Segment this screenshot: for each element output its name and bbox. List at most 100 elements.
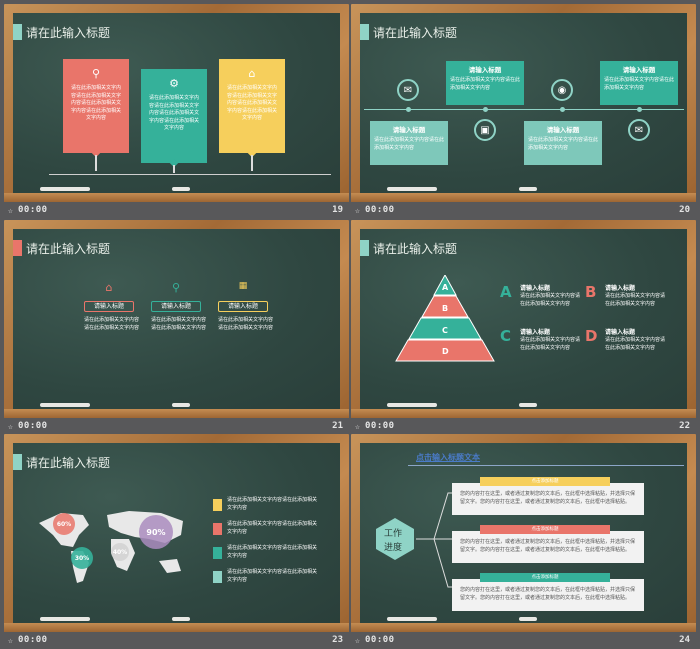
tag-label-2: 请输入标题 [151, 301, 201, 312]
slide-title: 请在此输入标题 [13, 453, 110, 471]
star-icon[interactable]: ☆ [8, 422, 13, 431]
title-marker [360, 24, 369, 40]
card-stem [173, 165, 175, 173]
item-text-d: 请在此添加相关文字内容请在此添加相关文字内容 [605, 337, 666, 351]
title-marker [13, 240, 22, 256]
progress-panel-2: 点击添加标题 您的内容打在这里，或者通过复制您的文本后，在此框中选择粘贴，并选择… [452, 525, 644, 563]
bar-chart-icon: ▦ [238, 281, 248, 291]
timeline-line [364, 109, 684, 110]
item-letter-d: D [585, 327, 598, 345]
star-icon[interactable]: ☆ [355, 422, 360, 431]
slide-title: 请在此输入标题 [360, 23, 457, 41]
slide-footer: ☆ 00:00 23 [4, 633, 349, 649]
chalk-stick [40, 617, 90, 621]
stat-bubble-3: 30% [71, 547, 93, 569]
slide-footer: ☆ 00:00 21 [4, 419, 349, 435]
card-text: 请在此添加相关文字内容请在此添加相关文字内容请在此添加相关文字内容请在此添加相关… [226, 85, 277, 121]
slide-thumbnail-19[interactable]: 请在此输入标题 ⚲ 请在此添加相关文字内容请在此添加相关文字内容请在此添加相关文… [4, 4, 349, 219]
chalk-stick [40, 403, 90, 407]
slide-thumbnail-23[interactable]: 请在此输入标题 60% 90% 30% 40% 请在此添加相关文字内容请在此添加… [4, 434, 349, 649]
slide-title-text: 请在此输入标题 [26, 25, 111, 40]
search-icon: ⚲ [91, 67, 101, 80]
chalk-stick [387, 617, 437, 621]
panel-text: 您的内容打在这里，或者通过复制您的文本后，在此框中选择粘贴，并选择只保留文字。您… [460, 491, 636, 505]
slide-title: 请在此输入标题 [13, 239, 110, 257]
slide-title-text: 请在此输入标题 [26, 241, 111, 256]
timeline-line [49, 174, 331, 175]
box-title: 请输入标题 [468, 66, 502, 74]
card-text: 请在此添加相关文字内容请在此添加相关文字内容请在此添加相关文字内容请在此添加相关… [148, 95, 199, 131]
panel-strip: 点击添加标题 [480, 525, 610, 534]
bullet-text-4: 请在此添加相关文字内容请在此添加相关文字内容 [227, 569, 318, 583]
box-title: 请输入标题 [546, 126, 580, 134]
hexagon-badge [376, 518, 414, 560]
star-icon[interactable]: ☆ [8, 206, 13, 215]
pyramid-level-b: B [442, 304, 449, 313]
item-title-a: 请输入标题 [520, 285, 551, 292]
connector-lines [416, 492, 454, 588]
slide-thumbnail-24[interactable]: 点击输入标题文本 工作 进度 点击添加标题 您的内容打在这里，或者通过复制您的文… [351, 434, 696, 649]
slide-timing: 00:00 [365, 205, 395, 215]
progress-panel-3: 点击添加标题 您的内容打在这里，或者通过复制您的文本后，在此框中选择粘贴，并选择… [452, 573, 644, 611]
bullet-text-2: 请在此添加相关文字内容请在此添加相关文字内容 [227, 521, 318, 535]
chalk-stick [387, 403, 437, 407]
tag-text-2: 请在此添加相关文字内容请在此添加相关文字内容 [151, 317, 207, 331]
chalkboard: 请在此输入标题 60% 90% 30% 40% 请在此添加相关文字内容请在此添加… [13, 443, 340, 623]
timeline-box-bottom-1: 请输入标题 请在此添加相关文字内容请在此添加相关文字内容 [370, 121, 448, 165]
bullet-flag-3 [213, 547, 222, 559]
monitor-icon: ▣ [474, 119, 496, 141]
chalkboard: 点击输入标题文本 工作 进度 点击添加标题 您的内容打在这里，或者通过复制您的文… [360, 443, 687, 623]
timeline-dot [637, 107, 642, 112]
pyramid-level-d: D [442, 347, 449, 356]
timeline-box-bottom-2: 请输入标题 请在此添加相关文字内容请在此添加相关文字内容 [524, 121, 602, 165]
item-text-c: 请在此添加相关文字内容请在此添加相关文字内容 [520, 337, 581, 351]
card-stem [251, 155, 253, 171]
chalk-tray [4, 193, 349, 202]
box-title: 请输入标题 [392, 126, 426, 134]
item-title-c: 请输入标题 [520, 329, 551, 336]
timeline-dot [406, 107, 411, 112]
timeline-dot [560, 107, 565, 112]
chalk-stick [519, 617, 537, 621]
timeline-dot [483, 107, 488, 112]
star-icon[interactable]: ☆ [8, 636, 13, 645]
panel-strip: 点击添加标题 [480, 573, 610, 582]
star-icon[interactable]: ☆ [355, 636, 360, 645]
slide-timing: 00:00 [18, 205, 48, 215]
bullet-text-1: 请在此添加相关文字内容请在此添加相关文字内容 [227, 497, 318, 511]
tag-label-3: 请输入标题 [218, 301, 268, 312]
item-text-b: 请在此添加相关文字内容请在此添加相关文字内容 [605, 293, 666, 307]
chat-icon: ✉ [397, 79, 419, 101]
slide-thumbnail-20[interactable]: 请在此输入标题 请输入标题 请在此添加相关文字内容请在此添加相关文字内容 请输入… [351, 4, 696, 219]
chalk-stick [172, 617, 190, 621]
chalk-stick [40, 187, 90, 191]
slide-footer: ☆ 00:00 20 [351, 203, 696, 219]
panel-text: 您的内容打在这里，或者通过复制您的文本后，在此框中选择粘贴，并选择只保留文字。您… [460, 539, 636, 553]
home-icon: ⌂ [248, 67, 256, 80]
slide-title-text: 请在此输入标题 [373, 241, 458, 256]
chalk-stick [172, 187, 190, 191]
card-stem [95, 155, 97, 171]
globe-icon: ◉ [551, 79, 573, 101]
slide-footer: ☆ 00:00 19 [4, 203, 349, 219]
slide-thumbnail-21[interactable]: 请在此输入标题 ⌂ ⚲ ▦ 请输入标题 请输入标题 请输入标题 请在此添加相关文… [4, 220, 349, 435]
box-text: 请在此添加相关文字内容请在此添加相关文字内容 [528, 137, 599, 151]
info-card-3: ⌂ 请在此添加相关文字内容请在此添加相关文字内容请在此添加相关文字内容请在此添加… [219, 59, 285, 153]
search-icon: ⚲ [171, 281, 181, 294]
progress-panel-1: 点击添加标题 您的内容打在这里，或者通过复制您的文本后，在此框中选择粘贴，并选择… [452, 477, 644, 515]
bullet-flag-1 [213, 499, 222, 511]
slide-timing: 00:00 [18, 421, 48, 431]
slide-timing: 00:00 [18, 635, 48, 645]
panel-strip: 点击添加标题 [480, 477, 610, 486]
star-icon[interactable]: ☆ [355, 206, 360, 215]
chalk-tray [351, 623, 696, 632]
slide-thumbnail-22[interactable]: 请在此输入标题 A B C D A 请输入标题 请在此添加相关文字内容请在此添加… [351, 220, 696, 435]
item-letter-b: B [585, 283, 597, 301]
tag-text-3: 请在此添加相关文字内容请在此添加相关文字内容 [218, 317, 274, 331]
title-marker [13, 454, 22, 470]
title-marker [360, 240, 369, 256]
chalk-stick [387, 187, 437, 191]
stat-bubble-2: 90% [139, 515, 173, 549]
item-letter-c: C [500, 327, 512, 345]
slide-title-text: 请在此输入标题 [26, 455, 111, 470]
